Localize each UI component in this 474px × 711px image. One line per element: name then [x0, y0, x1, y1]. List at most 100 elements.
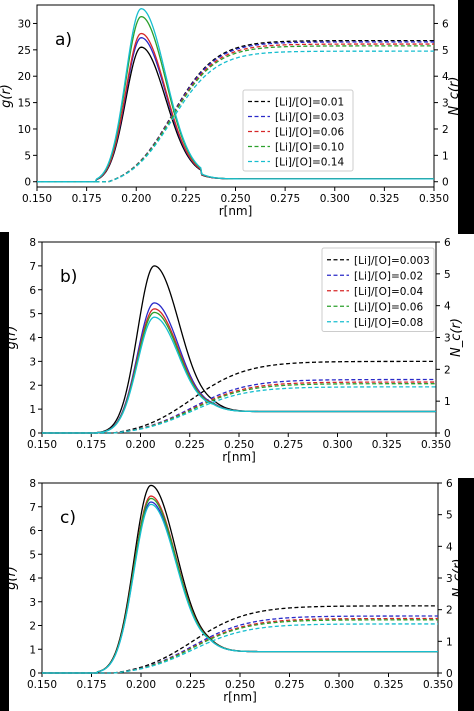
figure-edge-bar-top-right: [458, 0, 474, 234]
y-right-tick-label: 6: [444, 237, 451, 249]
x-tick-label: 0.225: [171, 193, 201, 205]
plot-frame: [41, 482, 439, 674]
x-tick-label: 0.275: [274, 679, 304, 691]
x-tick-label: 0.175: [72, 193, 102, 205]
y-left-tick-label: 4: [29, 333, 36, 345]
y-right-tick-label: 6: [442, 18, 449, 30]
y-left-tick-label: 30: [18, 18, 31, 30]
legend-label-4: [Li]/[O]=0.06: [354, 301, 423, 313]
y-left-axis-label: g(r): [0, 84, 14, 108]
x-tick-label: 0.350: [423, 679, 453, 691]
x-tick-label: 0.325: [373, 679, 403, 691]
chart-panel-c: 0.150 0.175 0.200 0.225 0.250 0.275 0.300 0.325…: [4, 478, 466, 704]
y-left-tick-label: 8: [29, 478, 36, 490]
series-2-rdf-line: [37, 37, 434, 183]
series-1-coordination-line: [42, 360, 436, 434]
x-tick-label: 0.150: [27, 679, 57, 691]
y-right-tick-label: 2: [442, 124, 449, 136]
y-right-axis-label: N_c(r): [447, 77, 462, 116]
y-right-tick-label: 0: [446, 668, 453, 680]
y-left-tick-label: 0: [29, 428, 36, 440]
x-tick-label: 0.175: [76, 679, 106, 691]
y-left-tick-label: 0: [24, 177, 31, 189]
y-right-tick-label: 2: [444, 364, 451, 376]
legend-label-5: [Li]/[O]=0.14: [275, 157, 344, 169]
y-right-tick-label: 0: [442, 177, 449, 189]
x-tick-label: 0.275: [273, 439, 303, 451]
y-right-tick-label: 5: [446, 510, 453, 522]
y-right-tick-label: 6: [446, 478, 453, 490]
y-right-tick-label: 5: [444, 269, 451, 281]
x-axis-label: r[nm]: [222, 450, 256, 464]
y-right-tick-label: 5: [442, 45, 449, 57]
series-1-rdf-line: [42, 484, 438, 674]
y-left-tick-label: 20: [18, 71, 31, 83]
series-5-coordination-line: [42, 623, 438, 674]
legend-label-5: [Li]/[O]=0.08: [354, 317, 423, 329]
x-tick-label: 0.250: [224, 439, 254, 451]
series-1-rdf-line: [37, 46, 434, 183]
series-1-coordination-line: [37, 39, 434, 183]
panel-label: c): [60, 508, 76, 528]
series-3-coordination-line: [37, 43, 434, 183]
x-tick-label: 0.200: [121, 193, 151, 205]
series-5-coordination-line: [42, 386, 436, 434]
x-tick-label: 0.225: [175, 439, 205, 451]
x-tick-label: 0.275: [270, 193, 300, 205]
x-tick-label: 0.300: [320, 193, 350, 205]
y-left-tick-label: 7: [29, 502, 36, 514]
legend-label-2: [Li]/[O]=0.03: [275, 112, 344, 124]
series-4-coordination-line: [42, 619, 438, 674]
x-tick-label: 0.300: [322, 439, 352, 451]
y-left-tick-label: 8: [29, 237, 36, 249]
x-tick-label: 0.225: [175, 679, 205, 691]
y-left-tick-label: 5: [29, 549, 36, 561]
y-right-tick-label: 0: [444, 428, 451, 440]
legend-label-2: [Li]/[O]=0.02: [354, 270, 423, 282]
x-tick-label: 0.200: [126, 679, 156, 691]
y-left-tick-label: 3: [29, 356, 36, 368]
x-tick-label: 0.150: [27, 439, 57, 451]
y-right-tick-label: 1: [442, 150, 449, 162]
y-right-tick-label: 1: [444, 396, 451, 408]
y-left-tick-label: 15: [18, 98, 31, 110]
y-left-tick-label: 3: [29, 597, 36, 609]
series-3-rdf-line: [37, 32, 434, 183]
y-right-axis-label: N_c(r): [449, 318, 464, 357]
chart-panel-b: 0.150 0.175 0.200 0.225 0.250 0.275 0.300 0.325…: [4, 237, 464, 464]
y-right-tick-label: 2: [446, 605, 453, 617]
y-right-tick-label: 4: [446, 541, 453, 553]
series-4-coordination-line: [37, 45, 434, 183]
y-right-tick-label: 3: [442, 98, 449, 110]
y-left-axis-label: g(r): [4, 326, 19, 350]
y-left-tick-label: 6: [29, 285, 36, 297]
legend-label-3: [Li]/[O]=0.04: [354, 286, 423, 298]
y-right-axis-label: N_c(r): [451, 559, 466, 598]
series-5-rdf-line: [42, 316, 436, 434]
x-tick-label: 0.200: [125, 439, 155, 451]
x-tick-label: 0.350: [421, 439, 451, 451]
series-2-rdf-line: [42, 501, 438, 674]
x-tick-label: 0.300: [324, 679, 354, 691]
y-right-tick-label: 4: [442, 71, 449, 83]
legend-box: [242, 89, 354, 172]
x-axis-label: r[nm]: [219, 204, 253, 218]
chart-panel-a: 0.150 0.175 0.200 0.225 0.250 0.275 0.300 0.325…: [0, 4, 462, 218]
y-left-tick-label: 10: [18, 124, 31, 136]
x-tick-label: 0.350: [419, 193, 449, 205]
series-3-coordination-line: [42, 617, 438, 674]
y-right-tick-label: 3: [444, 333, 451, 345]
y-left-axis-label: g(r): [4, 566, 19, 590]
series-3-coordination-line: [42, 381, 436, 434]
x-axis-label: r[nm]: [223, 690, 257, 704]
legend-box: [321, 247, 435, 332]
x-tick-label: 0.250: [220, 193, 250, 205]
y-left-tick-label: 6: [29, 526, 36, 538]
y-left-tick-label: 2: [29, 380, 36, 392]
y-left-tick-label: 4: [29, 573, 36, 585]
series-2-coordination-line: [37, 41, 434, 183]
series-5-coordination-line: [37, 50, 434, 183]
legend-label-4: [Li]/[O]=0.10: [275, 142, 344, 154]
legend-label-1: [Li]/[O]=0.003: [354, 255, 430, 267]
